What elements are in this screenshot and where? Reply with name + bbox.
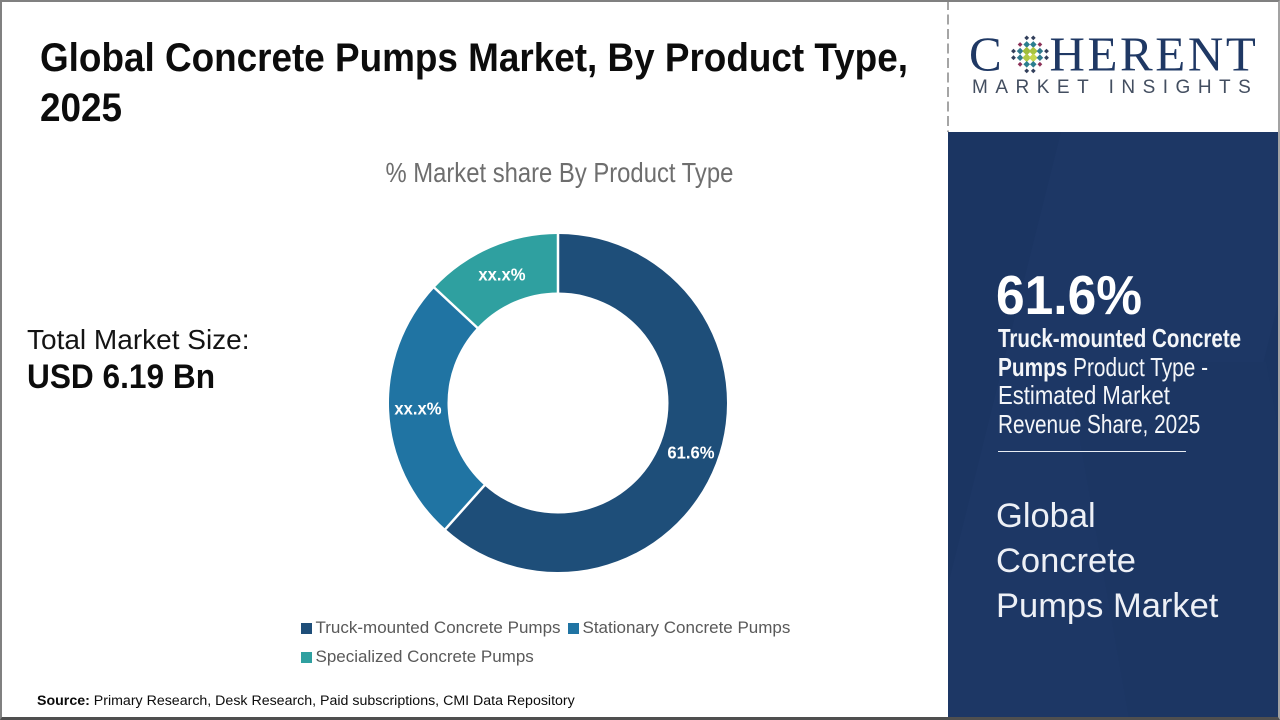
svg-text:MARKET INSIGHTS: MARKET INSIGHTS — [972, 77, 1258, 98]
svg-text:HERENT: HERENT — [1050, 27, 1259, 82]
svg-text:C: C — [969, 27, 1002, 82]
